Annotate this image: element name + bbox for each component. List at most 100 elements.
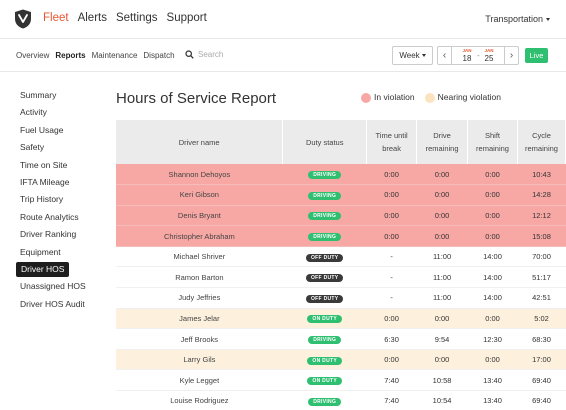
nav-fleet[interactable]: Fleet <box>43 12 69 24</box>
tab-dispatch[interactable]: Dispatch <box>143 51 175 60</box>
live-button[interactable]: Live <box>525 48 548 63</box>
cell-time-until-break: 6:30 <box>366 328 417 350</box>
cell-duty-status: DRIVING <box>282 164 367 186</box>
cell-duty-status: DRIVING <box>282 184 367 206</box>
table-row[interactable]: Shannon Dehoyos DRIVING 0:00 0:00 0:00 10:43 <box>116 164 566 186</box>
col-time-until-break[interactable]: Time until break <box>366 120 418 164</box>
sidebar-item-equipment[interactable]: Equipment <box>20 246 61 257</box>
table-header-row: Driver name Duty status Time until break… <box>116 120 566 164</box>
org-selector[interactable]: Transportation <box>485 14 550 24</box>
page-title: Hours of Service Report <box>116 90 277 107</box>
cell-duty-status: ON DUTY <box>282 369 367 392</box>
sidebar-item-driver-hos[interactable]: Driver HOS <box>16 261 70 277</box>
date-to[interactable]: JAN 25 <box>480 48 498 63</box>
cell-driver-name: Ramon Barton <box>116 266 283 289</box>
date-from[interactable]: JAN 18 <box>458 48 476 63</box>
cell-shift-remaining: 0:00 <box>467 308 518 330</box>
cell-duty-status: DRIVING <box>282 328 367 350</box>
cell-drive-remaining: 10:54 <box>416 390 468 410</box>
sidebar-item-driver-ranking[interactable]: Driver Ranking <box>20 229 77 240</box>
cell-time-until-break: - <box>366 287 417 309</box>
cell-driver-name: Christopher Abraham <box>116 225 283 247</box>
cell-cycle-remaining: 15:08 <box>517 225 566 247</box>
table-row[interactable]: Louise Rodriguez DRIVING 7:40 10:54 13:40 69:… <box>116 390 566 410</box>
cell-cycle-remaining: 69:40 <box>517 369 566 392</box>
cell-cycle-remaining: 5:02 <box>517 308 566 330</box>
cell-duty-status: DRIVING <box>282 225 367 247</box>
sidebar-item-unassigned-hos[interactable]: Unassigned HOS <box>20 281 86 292</box>
cell-cycle-remaining: 42:51 <box>517 287 566 309</box>
cell-drive-remaining: 11:00 <box>416 287 468 309</box>
sidebar-item-ifta-mileage[interactable]: IFTA Mileage <box>20 176 70 187</box>
table-row[interactable]: Larry Gils ON DUTY 0:00 0:00 0:00 17:00 <box>116 349 566 371</box>
date-separator: - <box>477 51 480 60</box>
table-row[interactable]: James Jelar ON DUTY 0:00 0:00 0:00 5:02 <box>116 308 566 330</box>
sidebar-item-time-on-site[interactable]: Time on Site <box>20 159 68 170</box>
top-navbar: Fleet Alerts Settings Support Transporta… <box>0 0 566 39</box>
tab-reports[interactable]: Reports <box>55 51 86 60</box>
range-selector[interactable]: Week <box>392 46 433 65</box>
cell-duty-status: OFF DUTY <box>282 266 367 289</box>
shield-logo-icon[interactable] <box>14 9 32 29</box>
chevron-right-icon[interactable]: › <box>504 47 518 64</box>
cell-cycle-remaining: 12:12 <box>517 205 566 227</box>
sidebar-item-fuel-usage[interactable]: Fuel Usage <box>20 124 64 135</box>
col-cycle-remaining[interactable]: Cycle remaining <box>517 120 566 164</box>
cell-shift-remaining: 14:00 <box>467 287 518 309</box>
cell-cycle-remaining: 10:43 <box>517 164 566 186</box>
cell-time-until-break: 0:00 <box>366 225 417 247</box>
report-sidebar: Summary Activity Fuel Usage Safety Time … <box>16 87 86 313</box>
sidebar-item-trip-history[interactable]: Trip History <box>20 194 64 205</box>
search-box[interactable]: Search <box>185 50 223 59</box>
table-row[interactable]: Kyle Legget ON DUTY 7:40 10:58 13:40 69:40 <box>116 369 566 392</box>
tab-maintenance[interactable]: Maintenance <box>91 51 138 60</box>
status-badge: DRIVING <box>308 212 342 221</box>
nav-alerts[interactable]: Alerts <box>77 12 107 24</box>
cell-shift-remaining: 0:00 <box>467 164 518 186</box>
cell-shift-remaining: 13:40 <box>467 390 518 410</box>
status-badge: DRIVING <box>308 233 342 242</box>
hos-table: Driver name Duty status Time until break… <box>116 120 566 410</box>
table-row[interactable]: Jeff Brooks DRIVING 6:30 9:54 12:30 68:30 <box>116 328 566 350</box>
table-row[interactable]: Ramon Barton OFF DUTY -11:00 14:00 51:17 <box>116 266 566 289</box>
cell-time-until-break: 0:00 <box>366 205 417 227</box>
violation-swatch-icon <box>361 92 371 103</box>
table-row[interactable]: Judy Jeffries OFF DUTY -11:00 14:00 42:51 <box>116 287 566 309</box>
cell-duty-status: DRIVING <box>282 205 367 227</box>
cell-shift-remaining: 0:00 <box>467 184 518 206</box>
sidebar-item-driver-hos-audit[interactable]: Driver HOS Audit <box>20 298 85 309</box>
cell-cycle-remaining: 51:17 <box>517 266 566 289</box>
sidebar-item-summary[interactable]: Summary <box>20 90 57 100</box>
status-legend: In violation Nearing violation <box>361 92 501 103</box>
col-driver-name[interactable]: Driver name <box>116 120 284 164</box>
chevron-left-icon[interactable]: ‹ <box>438 47 452 64</box>
cell-driver-name: Kyle Legget <box>116 369 283 392</box>
status-badge: ON DUTY <box>307 356 342 365</box>
table-row[interactable]: Michael Shriver OFF DUTY -11:00 14:00 70:00 <box>116 246 566 268</box>
cell-drive-remaining: 0:00 <box>416 205 468 227</box>
sidebar-item-activity[interactable]: Activity <box>20 107 47 118</box>
cell-cycle-remaining: 17:00 <box>517 349 566 371</box>
table-row[interactable]: Denis Bryant DRIVING 0:00 0:00 0:00 12:12 <box>116 205 566 227</box>
status-badge: ON DUTY <box>307 315 342 324</box>
sidebar-item-safety[interactable]: Safety <box>20 142 45 153</box>
tab-overview[interactable]: Overview <box>16 51 50 60</box>
nav-support[interactable]: Support <box>166 12 207 24</box>
table-row[interactable]: Keri Gibson DRIVING 0:00 0:00 0:00 14:28 <box>116 184 566 206</box>
cell-duty-status: OFF DUTY <box>282 287 367 309</box>
cell-shift-remaining: 14:00 <box>467 246 518 268</box>
cell-cycle-remaining: 68:30 <box>517 328 566 350</box>
search-input[interactable]: Search <box>198 50 224 59</box>
cell-drive-remaining: 0:00 <box>416 184 468 206</box>
col-duty-status[interactable]: Duty status <box>282 120 368 164</box>
col-shift-remaining[interactable]: Shift remaining <box>467 120 518 164</box>
sidebar-item-route-analytics[interactable]: Route Analytics <box>20 211 79 222</box>
cell-drive-remaining: 11:00 <box>416 266 468 289</box>
cell-driver-name: Shannon Dehoyos <box>116 164 283 186</box>
nav-settings[interactable]: Settings <box>115 12 158 24</box>
cell-time-until-break: 0:00 <box>366 164 417 186</box>
legend-nearing-violation: Nearing violation <box>424 92 501 103</box>
col-drive-remaining[interactable]: Drive remaining <box>416 120 469 164</box>
table-row[interactable]: Christopher Abraham DRIVING 0:00 0:00 0:00 15… <box>116 225 566 247</box>
cell-duty-status: ON DUTY <box>282 349 367 371</box>
